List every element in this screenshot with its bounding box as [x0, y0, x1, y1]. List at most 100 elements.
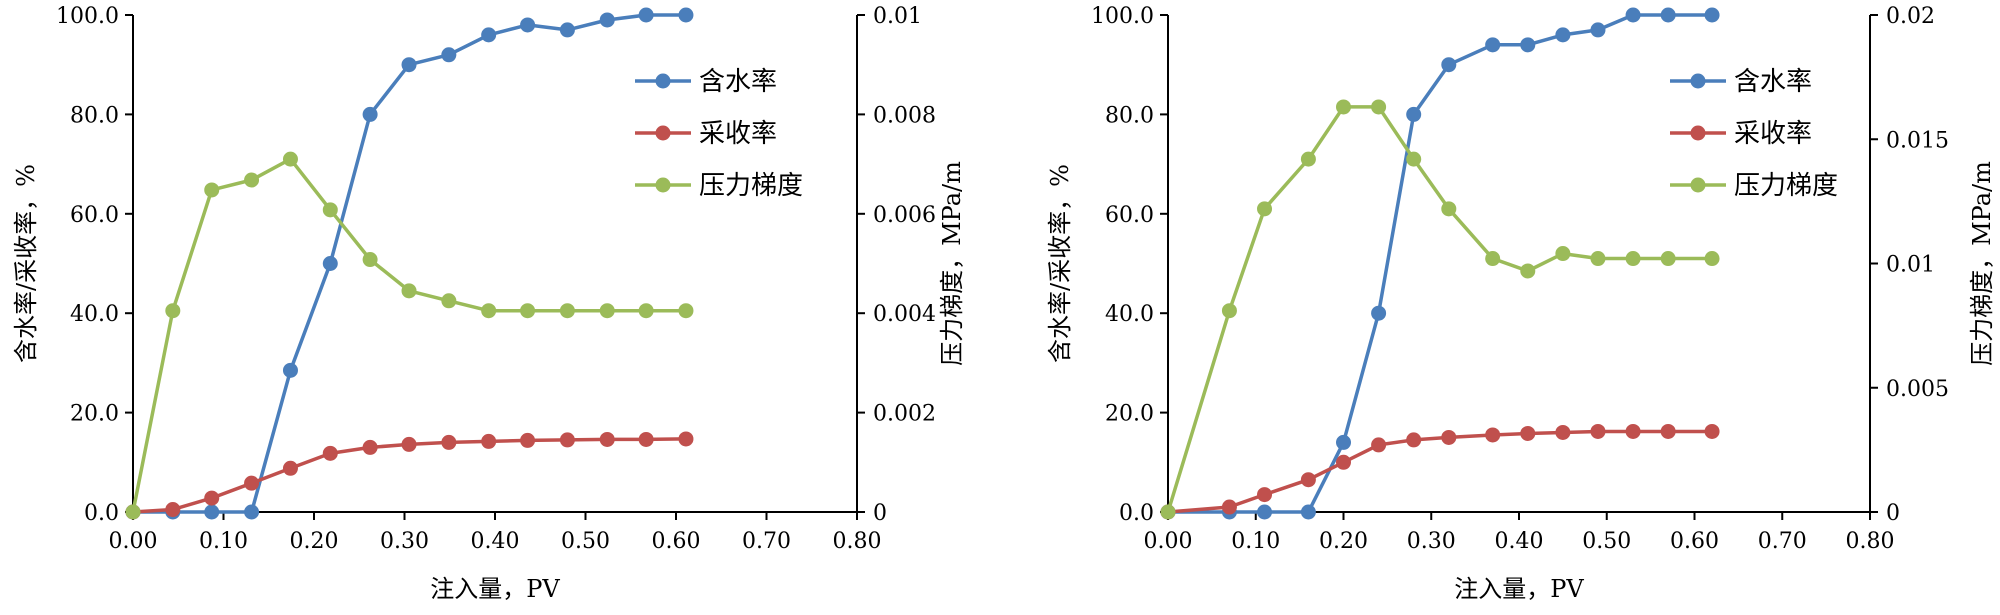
series-point-2: [1257, 201, 1273, 217]
series-point-0: [481, 27, 497, 43]
series-point-0: [1590, 22, 1606, 38]
series-point-1: [1441, 429, 1457, 445]
x-tick-label: 0.70: [1758, 529, 1807, 554]
x-tick-label: 0.00: [1144, 529, 1193, 554]
y-tick-label: 100.0: [1091, 4, 1154, 29]
series-point-1: [282, 460, 298, 476]
series-point-2: [441, 293, 457, 309]
series-point-2: [1406, 151, 1422, 167]
y2-tick-label: 0: [1886, 501, 1900, 526]
x-tick-label: 0.60: [652, 529, 701, 554]
series-point-2: [1590, 251, 1606, 267]
series-point-2: [401, 283, 417, 299]
series-point-2: [1221, 303, 1237, 319]
series-line-1: [1167, 429, 1712, 514]
series-point-2: [244, 172, 260, 188]
x-tick-label: 0.40: [471, 529, 520, 554]
x-tick-label: 0.50: [1582, 529, 1631, 554]
x-axis-title: 注入量，PV: [1454, 575, 1584, 603]
series-point-0: [441, 47, 457, 63]
series-point-0: [1555, 27, 1571, 43]
series-point-0: [204, 504, 220, 520]
series-point-2: [1520, 263, 1536, 279]
series-point-2: [204, 182, 220, 198]
series-point-2: [1160, 504, 1176, 520]
y-tick-label: 20.0: [1105, 402, 1154, 427]
series-point-0: [401, 57, 417, 73]
series-point-0: [638, 7, 654, 23]
series-point-2: [559, 303, 575, 319]
y-tick-label: 40.0: [1105, 302, 1154, 327]
y2-tick-label: 0.008: [873, 103, 936, 128]
series-point-1: [520, 432, 536, 448]
series-point-0: [1704, 7, 1720, 23]
legend-marker-1: [1690, 125, 1706, 141]
chart-right: 0.00 0.10 0.20 0.30 0.40 0.50 0.60 0.70 0.800.02…: [1046, 4, 1996, 603]
series-point-2: [1485, 251, 1501, 267]
series-point-2: [1441, 201, 1457, 217]
legend-label-2: 压力梯度: [699, 171, 803, 201]
series-point-1: [481, 433, 497, 449]
x-tick-label: 0.70: [742, 529, 791, 554]
series-point-1: [1257, 487, 1273, 503]
y-tick-label: 0.0: [84, 501, 119, 526]
legend-label-1: 采收率: [1734, 119, 1812, 149]
chart-left: 0.00 0.10 0.20 0.30 0.40 0.50 0.60 0.70 0.80 0.0 2…: [12, 4, 966, 603]
series-point-2: [520, 303, 536, 319]
legend-label-2: 压力梯度: [1734, 171, 1838, 201]
x-tick-label: 0.60: [1670, 529, 1719, 554]
y-tick-label: 40.0: [70, 302, 119, 327]
series-point-1: [1406, 432, 1422, 448]
series-point-1: [1485, 427, 1501, 443]
series-point-2: [1336, 99, 1351, 115]
series-point-1: [204, 490, 220, 506]
series-point-0: [559, 22, 575, 38]
series-point-1: [441, 434, 457, 450]
y2-tick-label: 0: [873, 501, 887, 526]
series-point-2: [362, 252, 378, 268]
y-tick-label: 80.0: [1105, 103, 1154, 128]
legend-marker-0: [655, 73, 671, 89]
y2-tick-label: 0.02: [1886, 4, 1935, 29]
y2-tick-label: 0.006: [873, 203, 936, 228]
y2-tick-label: 0.005: [1886, 377, 1949, 402]
y2-tick-label: 0.004: [873, 302, 936, 327]
x-tick-label: 0.20: [290, 529, 339, 554]
series-point-0: [1625, 7, 1641, 23]
series-point-1: [559, 432, 575, 448]
series-point-1: [1520, 425, 1536, 441]
series-point-1: [1221, 499, 1237, 515]
series-point-0: [1300, 504, 1316, 520]
y-tick-label: 100.0: [56, 4, 119, 29]
y-tick-label: 20.0: [70, 402, 119, 427]
series-point-2: [638, 303, 654, 319]
y-tick-label: 60.0: [70, 203, 119, 228]
series-point-1: [638, 431, 654, 447]
x-tick-label: 0.10: [199, 529, 248, 554]
series-point-2: [1704, 251, 1720, 267]
series-point-0: [244, 504, 260, 520]
series-point-0: [1257, 504, 1273, 520]
series-point-0: [322, 256, 338, 271]
legend-marker-1: [655, 125, 671, 141]
y2-axis-title: 压力梯度，MPa/m: [1968, 161, 1996, 366]
legend-label-0: 含水率: [699, 67, 777, 97]
series-point-1: [165, 502, 181, 518]
series-point-2: [599, 303, 615, 319]
series-point-1: [1336, 454, 1351, 470]
series-point-0: [1336, 434, 1351, 450]
series-point-1: [599, 431, 615, 447]
legend-marker-0: [1690, 73, 1706, 89]
y2-axis-title: 压力梯度，MPa/m: [938, 161, 966, 366]
y2-tick-label: 0.01: [1886, 253, 1935, 278]
series-point-0: [1520, 37, 1536, 53]
series-point-1: [244, 475, 260, 491]
legend-marker-2: [1690, 177, 1706, 193]
y2-tick-label: 0.01: [873, 4, 922, 29]
series-line-2: [1166, 105, 1712, 513]
series-point-1: [1590, 423, 1606, 439]
x-tick-label: 0.30: [1407, 529, 1456, 554]
series-point-2: [1300, 151, 1316, 167]
